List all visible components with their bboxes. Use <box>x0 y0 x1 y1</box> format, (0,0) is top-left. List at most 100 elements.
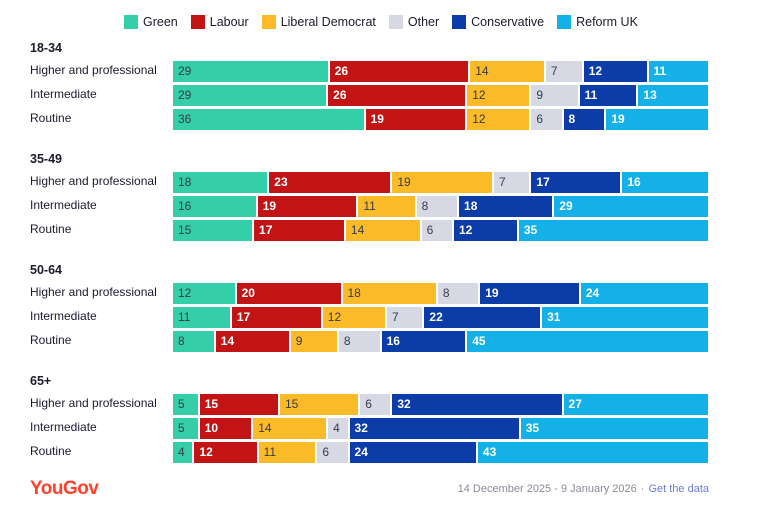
stacked-bar: 16 19 11 8 18 29 <box>173 196 708 217</box>
row-label: Higher and professional <box>30 63 157 77</box>
bar-segment-liberal-democrat: 14 <box>253 418 329 439</box>
data-label: 17 <box>536 175 550 189</box>
data-label: 14 <box>475 64 489 78</box>
bar-segment-reform-uk: 35 <box>520 418 708 439</box>
bar-segment-labour: 23 <box>269 172 393 193</box>
bar-segment-other: 8 <box>416 196 460 217</box>
bar-segment-green: 29 <box>173 85 329 106</box>
bar-segment-liberal-democrat: 12 <box>467 109 532 130</box>
bar-segment-reform-uk: 16 <box>622 172 708 193</box>
data-label: 31 <box>547 310 561 324</box>
bar-segment-reform-uk: 11 <box>648 61 708 82</box>
data-label: 26 <box>333 88 347 102</box>
bar-segment-labour: 12 <box>194 442 259 463</box>
legend-item-liberal-democrat: Liberal Democrat <box>261 15 376 29</box>
data-label: 4 <box>178 445 185 459</box>
data-label: 12 <box>327 310 342 324</box>
row-label: Routine <box>30 222 72 236</box>
data-label: 32 <box>397 397 411 411</box>
bar-segment-liberal-democrat: 15 <box>280 394 361 415</box>
data-label: 24 <box>585 286 600 300</box>
stacked-bar: 15 17 14 6 12 35 <box>173 220 708 241</box>
bar-segment-conservative: 12 <box>453 220 519 241</box>
bar-segment-labour: 26 <box>329 61 471 82</box>
data-label: 11 <box>584 88 598 102</box>
data-label: 23 <box>274 175 288 189</box>
bar-segment-other: 6 <box>421 220 454 241</box>
legend-label: Reform UK <box>576 15 638 29</box>
bar-segment-liberal-democrat: 11 <box>258 442 318 463</box>
data-label: 16 <box>386 334 400 348</box>
data-label: 35 <box>523 223 538 237</box>
bar-segment-other: 4 <box>328 418 350 439</box>
bar-segment-conservative: 16 <box>381 331 468 352</box>
data-label: 12 <box>472 88 486 102</box>
data-label: 29 <box>178 88 192 102</box>
bar-segment-liberal-democrat: 14 <box>470 61 546 82</box>
bar-segment-labour: 14 <box>215 331 291 352</box>
data-label: 13 <box>643 88 657 102</box>
bar-segment-conservative: 11 <box>579 85 639 106</box>
bar-segment-reform-uk: 27 <box>563 394 708 415</box>
bar-segment-conservative: 32 <box>349 418 521 439</box>
data-label: 8 <box>568 112 576 126</box>
legend-item-labour: Labour <box>190 15 249 29</box>
bar-segment-green: 5 <box>173 394 200 415</box>
bar-segment-reform-uk: 24 <box>580 283 708 304</box>
legend-label: Green <box>143 15 178 29</box>
row-label: Intermediate <box>30 309 97 323</box>
footer-separator: · <box>640 483 645 495</box>
bar-segment-other: 9 <box>531 85 580 106</box>
bar-segment-labour: 17 <box>231 307 323 328</box>
row-label: Higher and professional <box>30 174 157 188</box>
chart-footer: 14 December 2025 - 9 January 2026 · Get th… <box>458 483 709 495</box>
stacked-bar: 11 17 12 7 22 31 <box>173 307 708 328</box>
bar-segment-reform-uk: 45 <box>467 331 708 352</box>
bar-segment-labour: 20 <box>236 283 343 304</box>
row-label: Routine <box>30 444 72 458</box>
legend-swatch <box>557 15 572 29</box>
stacked-bar: 12 20 18 8 19 24 <box>173 283 708 304</box>
bar-segment-reform-uk: 29 <box>554 196 708 217</box>
data-label: 12 <box>588 64 603 78</box>
row-label: Higher and professional <box>30 396 157 410</box>
data-label: 14 <box>350 223 365 237</box>
bar-segment-liberal-democrat: 19 <box>392 172 494 193</box>
age-group-label: 50-64 <box>30 263 62 277</box>
row-label: Routine <box>30 111 72 125</box>
data-label: 20 <box>241 286 255 300</box>
data-label: 15 <box>204 397 219 411</box>
data-label: 29 <box>178 64 192 78</box>
data-label: 17 <box>259 223 273 237</box>
legend-item-other: Other <box>388 15 439 29</box>
data-label: 9 <box>536 88 544 102</box>
data-label: 19 <box>262 199 277 213</box>
bar-segment-green: 8 <box>173 331 216 352</box>
bar-segment-green: 18 <box>173 172 270 193</box>
data-label: 26 <box>334 64 349 78</box>
data-label: 16 <box>178 199 192 213</box>
bar-segment-other: 7 <box>545 61 584 82</box>
bar-segment-labour: 26 <box>328 85 468 106</box>
data-label: 8 <box>343 334 351 348</box>
legend-swatch <box>388 15 403 29</box>
data-label: 6 <box>365 397 372 411</box>
bar-segment-green: 29 <box>173 61 330 82</box>
bar-segment-labour: 17 <box>254 220 346 241</box>
data-label: 5 <box>178 421 185 435</box>
legend-label: Labour <box>209 15 249 29</box>
stacked-bar: 4 12 11 6 24 43 <box>173 442 708 463</box>
data-label: 7 <box>391 310 399 324</box>
data-label: 27 <box>568 397 582 411</box>
bar-segment-other: 6 <box>360 394 393 415</box>
row-label: Intermediate <box>30 420 97 434</box>
bar-segment-conservative: 18 <box>459 196 555 217</box>
data-label: 4 <box>333 421 340 435</box>
row-label: Intermediate <box>30 198 97 212</box>
bar-segment-other: 8 <box>338 331 382 352</box>
data-label: 35 <box>525 421 540 435</box>
data-label: 19 <box>611 112 625 126</box>
legend-item-green: Green <box>124 15 178 29</box>
bar-segment-green: 36 <box>173 109 366 130</box>
get-the-data-link[interactable]: Get the data <box>648 483 709 495</box>
